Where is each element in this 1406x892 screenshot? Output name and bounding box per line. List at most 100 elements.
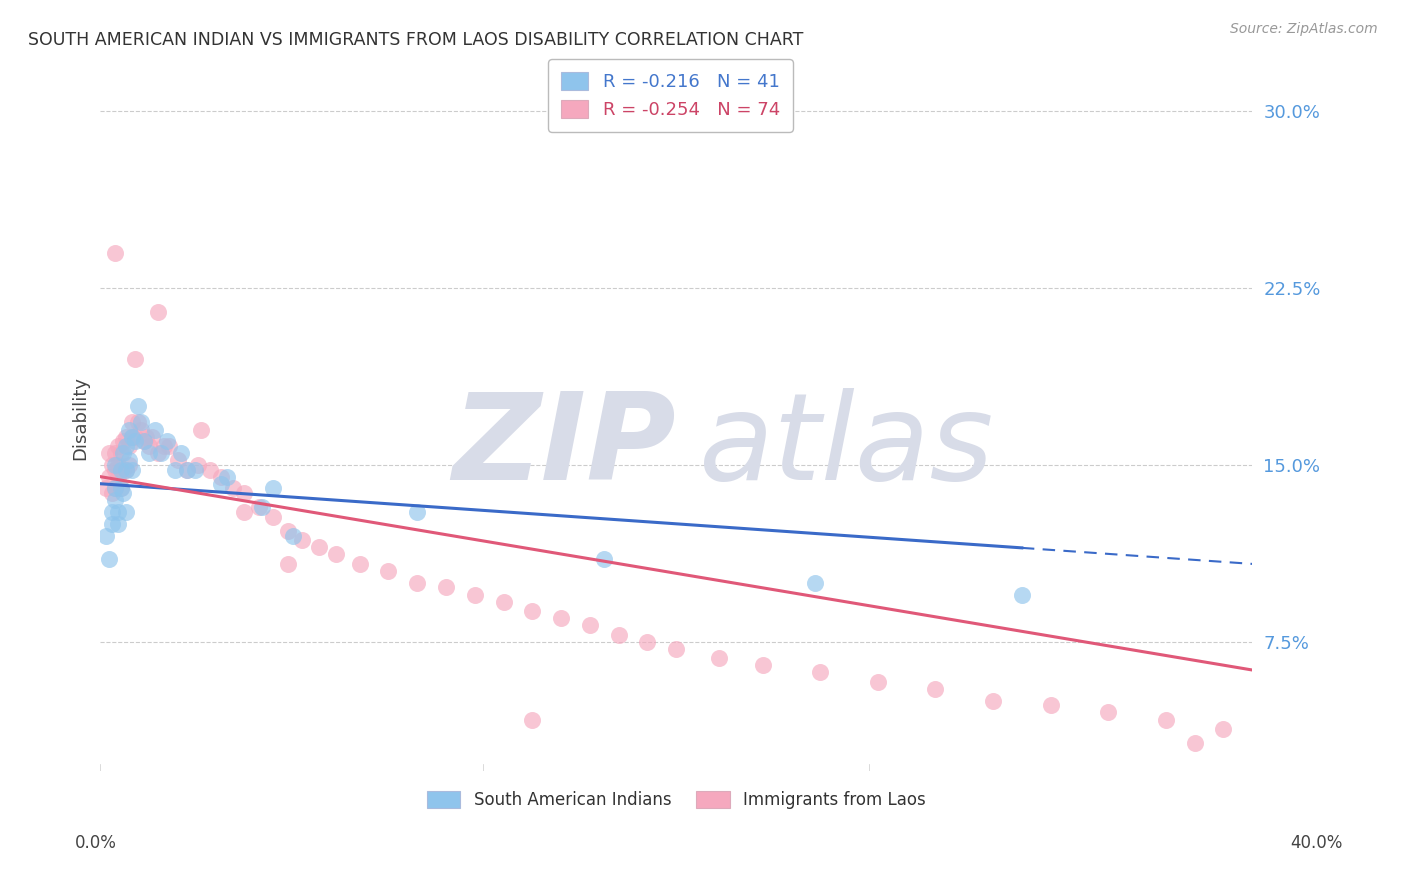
Point <box>110 462 132 476</box>
Point <box>101 458 124 472</box>
Point <box>981 693 1004 707</box>
Point <box>101 486 124 500</box>
Point <box>709 651 731 665</box>
Point <box>250 500 273 515</box>
Point <box>104 446 127 460</box>
Point <box>159 439 181 453</box>
Point <box>129 416 152 430</box>
Point <box>1154 713 1177 727</box>
Point <box>104 482 127 496</box>
Point <box>406 505 429 519</box>
Point <box>751 658 773 673</box>
Point <box>115 439 138 453</box>
Point <box>143 423 166 437</box>
Point <box>325 548 347 562</box>
Point <box>132 434 155 449</box>
Point <box>127 399 149 413</box>
Point <box>187 458 209 472</box>
Point <box>101 516 124 531</box>
Point <box>127 416 149 430</box>
Point <box>170 446 193 460</box>
Point <box>233 486 256 500</box>
Point <box>94 528 117 542</box>
Point <box>1097 706 1119 720</box>
Text: atlas: atlas <box>699 387 994 505</box>
Point <box>107 469 129 483</box>
Point <box>121 416 143 430</box>
Point <box>924 681 946 696</box>
Point <box>464 588 486 602</box>
Point <box>129 423 152 437</box>
Point <box>262 482 284 496</box>
Text: ZIP: ZIP <box>453 387 676 505</box>
Point <box>291 533 314 548</box>
Point <box>149 446 172 460</box>
Point <box>176 462 198 476</box>
Point <box>209 469 232 483</box>
Point <box>146 304 169 318</box>
Point <box>121 429 143 443</box>
Point <box>222 482 245 496</box>
Point <box>155 434 177 449</box>
Point <box>492 594 515 608</box>
Point <box>118 458 141 472</box>
Point <box>115 505 138 519</box>
Point <box>118 439 141 453</box>
Point <box>146 446 169 460</box>
Point <box>135 429 157 443</box>
Point <box>98 469 121 483</box>
Point <box>110 482 132 496</box>
Point <box>406 575 429 590</box>
Point <box>283 528 305 542</box>
Point <box>1184 736 1206 750</box>
Point <box>1212 722 1234 736</box>
Point <box>1011 588 1033 602</box>
Point <box>579 618 602 632</box>
Point <box>107 505 129 519</box>
Point <box>107 516 129 531</box>
Point <box>115 462 138 476</box>
Point <box>522 713 544 727</box>
Point <box>152 439 174 453</box>
Point <box>665 641 688 656</box>
Point <box>124 351 146 366</box>
Point <box>377 564 399 578</box>
Point <box>115 429 138 443</box>
Point <box>165 462 187 476</box>
Point <box>104 458 127 472</box>
Point <box>112 486 135 500</box>
Text: Source: ZipAtlas.com: Source: ZipAtlas.com <box>1230 22 1378 37</box>
Point <box>190 423 212 437</box>
Point <box>104 493 127 508</box>
Point <box>107 439 129 453</box>
Point <box>1039 698 1062 713</box>
Point <box>277 557 299 571</box>
Point <box>112 434 135 449</box>
Point <box>233 505 256 519</box>
Y-axis label: Disability: Disability <box>72 376 89 459</box>
Point <box>132 434 155 449</box>
Point <box>247 500 270 515</box>
Point <box>184 462 207 476</box>
Point <box>98 552 121 566</box>
Point <box>124 429 146 443</box>
Point <box>141 429 163 443</box>
Text: SOUTH AMERICAN INDIAN VS IMMIGRANTS FROM LAOS DISABILITY CORRELATION CHART: SOUTH AMERICAN INDIAN VS IMMIGRANTS FROM… <box>28 31 803 49</box>
Point <box>607 627 630 641</box>
Point <box>101 505 124 519</box>
Point <box>434 581 457 595</box>
Point <box>118 423 141 437</box>
Point <box>110 482 132 496</box>
Point <box>308 541 330 555</box>
Legend: South American Indians, Immigrants from Laos: South American Indians, Immigrants from … <box>420 785 932 816</box>
Point <box>115 462 138 476</box>
Point <box>104 482 127 496</box>
Point <box>110 446 132 460</box>
Text: 0.0%: 0.0% <box>75 834 117 852</box>
Point <box>866 674 889 689</box>
Point <box>262 509 284 524</box>
Point <box>803 575 825 590</box>
Point <box>637 634 659 648</box>
Point <box>121 462 143 476</box>
Point <box>138 446 160 460</box>
